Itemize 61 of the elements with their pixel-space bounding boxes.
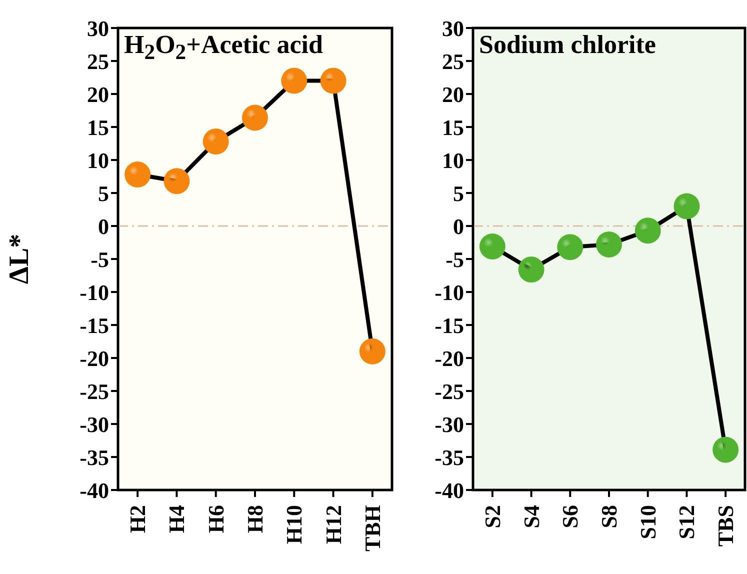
- x-tick-label: H8: [242, 505, 268, 534]
- y-tick-label: -30: [80, 412, 109, 437]
- point: [202, 128, 229, 155]
- point: [634, 218, 661, 244]
- y-tick-label: 30: [442, 16, 464, 41]
- y-tick-label: -25: [80, 378, 109, 404]
- y-axis-title: ΔL*: [4, 234, 35, 284]
- point: [596, 231, 622, 258]
- point: [479, 233, 506, 260]
- x-tick-label: TBH: [360, 505, 385, 552]
- point: [320, 68, 346, 94]
- x-tick-label: S12: [674, 505, 700, 540]
- y-tick-label: 0: [98, 214, 109, 239]
- y-tick-label: 30: [87, 16, 109, 41]
- y-tick-label: -40: [434, 478, 464, 503]
- point: [557, 234, 584, 260]
- y-tick-label: -40: [80, 478, 109, 503]
- x-tick-label: H2: [125, 505, 150, 534]
- point: [518, 256, 544, 283]
- y-tick-label: 5: [453, 180, 464, 206]
- point: [674, 193, 700, 220]
- x-tick-label: TBS: [713, 505, 738, 547]
- x-tick-label: S8: [596, 505, 622, 528]
- y-tick-label: 0: [453, 214, 464, 239]
- y-tick-label: -10: [434, 280, 464, 305]
- chart-title: Sodium chlorite: [479, 30, 656, 60]
- y-tick-label: -25: [434, 378, 464, 404]
- y-tick-label: 15: [442, 114, 464, 140]
- y-tick-label: -5: [446, 246, 464, 272]
- y-tick-label: -15: [434, 312, 464, 338]
- y-tick-label: -20: [434, 346, 464, 371]
- y-tick-label: 10: [87, 148, 109, 173]
- point: [164, 168, 190, 194]
- y-tick-label: 10: [442, 148, 464, 173]
- x-tick-label: S4: [518, 505, 544, 528]
- x-tick-label: S2: [480, 505, 505, 528]
- y-tick-label: -5: [90, 246, 109, 272]
- y-tick-label: 25: [87, 48, 109, 74]
- y-tick-label: -35: [80, 444, 109, 470]
- x-tick-label: H6: [203, 505, 228, 534]
- point: [242, 104, 268, 131]
- y-tick-label: 5: [98, 180, 109, 206]
- point: [359, 338, 386, 364]
- point: [712, 436, 739, 463]
- x-tick-label: H10: [282, 505, 307, 544]
- y-tick-label: 20: [87, 82, 109, 107]
- x-tick-label: H12: [320, 505, 346, 544]
- y-tick-label: -30: [434, 412, 464, 437]
- y-tick-label: -35: [434, 444, 464, 470]
- x-tick-label: S10: [635, 505, 660, 540]
- y-tick-label: 25: [442, 48, 464, 74]
- point: [281, 68, 308, 94]
- x-tick-label: H4: [164, 505, 190, 534]
- y-tick-label: 20: [442, 82, 464, 107]
- x-tick-label: S6: [558, 505, 583, 528]
- y-tick-label: -20: [80, 346, 109, 371]
- chart-title: H$_{2}$O$_{2}$+Acetic acid: [124, 30, 323, 66]
- point: [124, 162, 151, 188]
- y-tick-label: -15: [80, 312, 109, 338]
- y-tick-label: -10: [80, 280, 109, 305]
- y-tick-label: 15: [87, 114, 109, 140]
